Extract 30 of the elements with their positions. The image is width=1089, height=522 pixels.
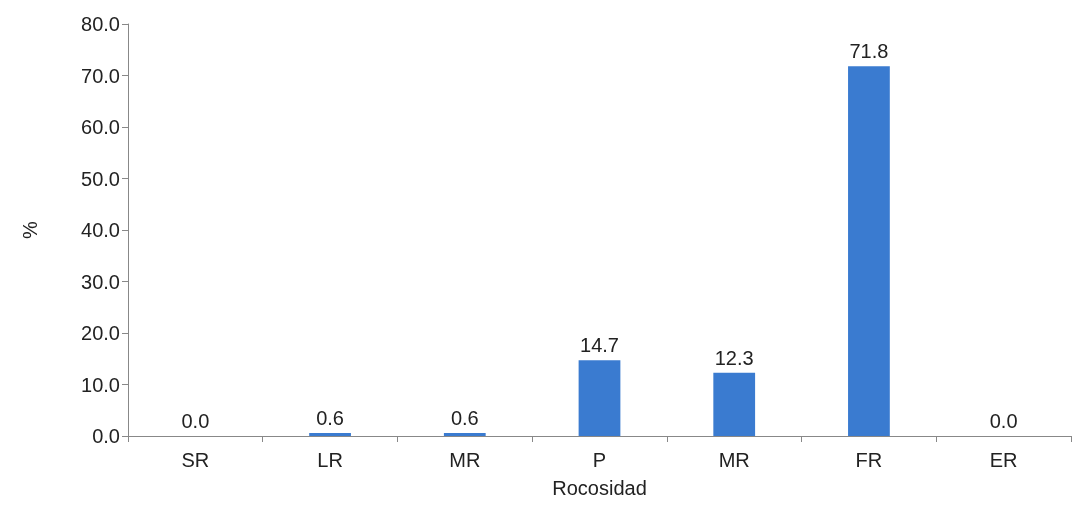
x-tick-label: LR bbox=[317, 449, 343, 471]
y-tick-label: 20.0 bbox=[81, 322, 120, 344]
data-label: 0.0 bbox=[989, 410, 1018, 432]
y-tick-label: 50.0 bbox=[81, 167, 120, 190]
bar bbox=[848, 66, 890, 436]
data-label: 12.3 bbox=[714, 346, 754, 369]
bar bbox=[578, 360, 621, 436]
data-label: 71.8 bbox=[849, 40, 889, 63]
bar bbox=[309, 432, 351, 436]
y-tick-label: 40.0 bbox=[81, 219, 120, 241]
y-tick-label: 30.0 bbox=[81, 270, 120, 293]
data-label: 0.6 bbox=[316, 406, 344, 429]
y-tick-label: 60.0 bbox=[81, 116, 120, 138]
x-tick-label: SR bbox=[181, 449, 210, 471]
x-axis-title: Rocosidad bbox=[552, 477, 647, 499]
y-tick-label: 80.0 bbox=[81, 13, 120, 35]
y-axis-title: % bbox=[19, 220, 41, 239]
x-tick-label: FR bbox=[855, 449, 883, 471]
x-tick-label: ER bbox=[989, 449, 1018, 471]
data-label: 0.6 bbox=[450, 406, 479, 429]
y-tick-label: 70.0 bbox=[81, 64, 120, 87]
x-tick-label: MR bbox=[449, 449, 481, 471]
data-label: 0.0 bbox=[181, 410, 210, 432]
x-tick-label: P bbox=[592, 449, 607, 471]
y-tick-label: 10.0 bbox=[81, 373, 120, 396]
x-tick-label: MR bbox=[718, 449, 750, 471]
bar bbox=[713, 372, 756, 436]
y-tick-label: 0.0 bbox=[92, 425, 120, 447]
data-label: 14.7 bbox=[580, 334, 619, 357]
bar bbox=[443, 432, 486, 436]
